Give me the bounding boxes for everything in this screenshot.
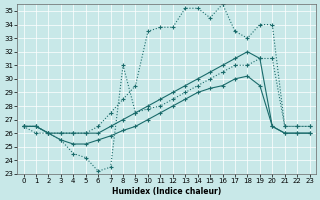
X-axis label: Humidex (Indice chaleur): Humidex (Indice chaleur) [112, 187, 221, 196]
